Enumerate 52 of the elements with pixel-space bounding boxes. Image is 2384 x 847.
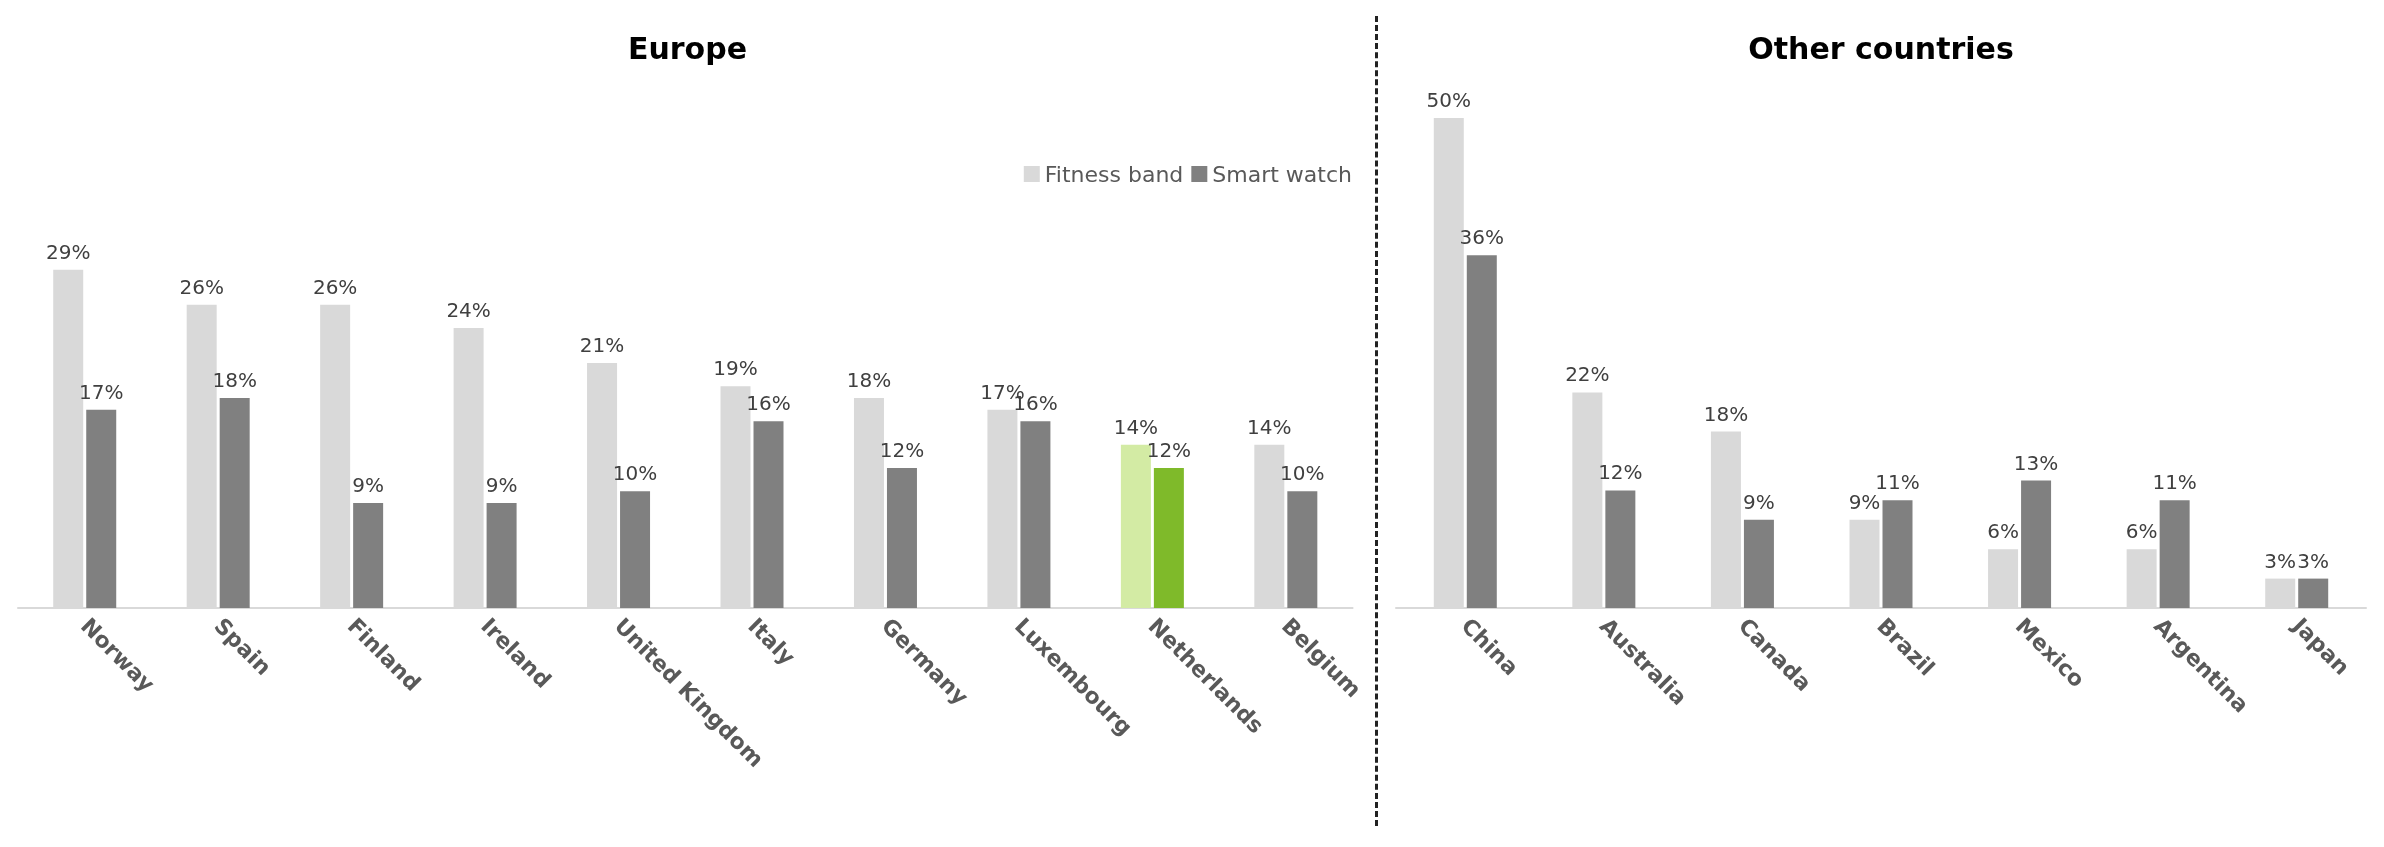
- bar: [2021, 480, 2052, 608]
- bar: [753, 421, 784, 608]
- bar: [1466, 255, 1497, 608]
- data-label: 12%: [879, 438, 925, 462]
- bar: [1743, 519, 1774, 608]
- data-label: 6%: [1987, 519, 2019, 544]
- bar: [1882, 500, 1913, 608]
- legend-label: Fitness band: [1044, 161, 1184, 187]
- data-label: 26%: [312, 274, 358, 299]
- data-label: 29%: [46, 239, 91, 264]
- bar: [219, 398, 250, 608]
- bar: [2298, 578, 2329, 608]
- bar: [1153, 468, 1184, 608]
- bar: [353, 503, 384, 608]
- chart-title: Europe: [627, 30, 748, 66]
- data-label: 10%: [1280, 461, 1325, 486]
- data-label: 50%: [1426, 88, 1472, 112]
- data-label: 18%: [1703, 401, 1749, 426]
- data-label: 9%: [352, 473, 385, 497]
- bar: [2159, 500, 2190, 608]
- data-label: 18%: [846, 368, 892, 392]
- data-label: 3%: [2264, 548, 2297, 573]
- data-label: 11%: [2152, 470, 2197, 495]
- data-label: 21%: [579, 333, 625, 357]
- bar: [1120, 444, 1151, 608]
- data-label: 26%: [179, 274, 224, 299]
- data-label: 14%: [1247, 414, 1292, 439]
- data-label: 22%: [1565, 362, 1610, 387]
- bar: [1020, 421, 1051, 608]
- data-label: 14%: [1113, 414, 1159, 439]
- data-label: 19%: [713, 356, 758, 381]
- data-label: 9%: [485, 473, 518, 497]
- data-label: 18%: [212, 368, 257, 392]
- data-label: 16%: [746, 391, 791, 416]
- bar: [620, 491, 651, 608]
- bar: [86, 409, 117, 608]
- data-label: 12%: [1146, 438, 1192, 462]
- bar: [1287, 491, 1318, 608]
- data-label: 13%: [2013, 450, 2059, 475]
- data-label: 3%: [2297, 548, 2330, 573]
- bar: [1605, 490, 1636, 608]
- bar: [486, 503, 517, 608]
- legend-label: Smart watch: [1212, 161, 1353, 187]
- data-label: 36%: [1459, 225, 1505, 250]
- data-label: 24%: [446, 298, 491, 322]
- chart-title: Other countries: [1748, 30, 2014, 66]
- data-label: 6%: [2125, 519, 2158, 544]
- data-label: 12%: [1598, 460, 1643, 485]
- data-label: 17%: [79, 379, 124, 404]
- data-label: 9%: [1743, 489, 1775, 514]
- data-label: 10%: [612, 461, 658, 486]
- bar: [886, 468, 917, 608]
